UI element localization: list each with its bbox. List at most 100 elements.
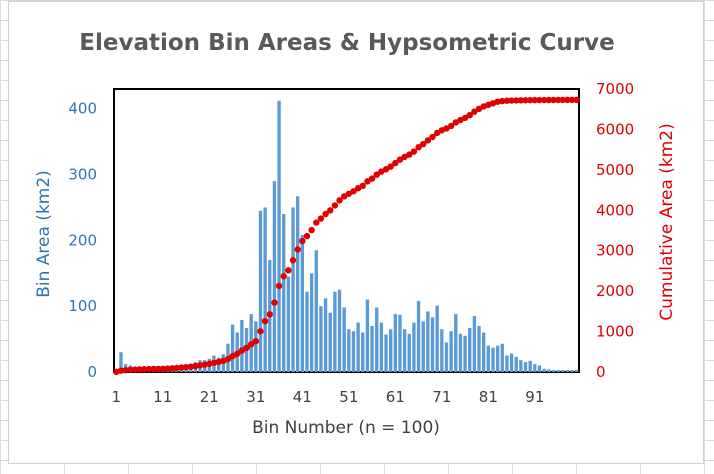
bin-area-bar bbox=[575, 370, 579, 372]
cumulative-point bbox=[187, 363, 194, 370]
bin-area-bar bbox=[300, 235, 304, 372]
cumulative-point bbox=[545, 96, 552, 104]
cumulative-point bbox=[280, 273, 287, 280]
cumulative-point bbox=[275, 282, 283, 290]
cumulative-point bbox=[173, 364, 180, 372]
cumulative-series bbox=[113, 96, 580, 376]
cumulative-point bbox=[154, 365, 162, 373]
cumulative-point bbox=[406, 151, 413, 158]
cumulative-point bbox=[350, 188, 357, 195]
x-tick-label: 21 bbox=[200, 388, 219, 406]
bin-area-bar bbox=[347, 329, 351, 372]
bin-area-bar bbox=[537, 365, 542, 372]
x-tick-label: 61 bbox=[386, 388, 405, 406]
cumulative-point bbox=[424, 137, 432, 144]
cumulative-point bbox=[382, 166, 390, 173]
cumulative-point bbox=[461, 114, 469, 122]
bin-area-bar bbox=[547, 369, 551, 372]
cumulative-point bbox=[285, 267, 292, 274]
bin-area-bar bbox=[430, 317, 435, 372]
cumulative-point bbox=[508, 97, 515, 104]
left-tick-label: 200 bbox=[68, 231, 97, 249]
right-tick-label: 3000 bbox=[596, 242, 634, 260]
cumulative-point bbox=[433, 129, 441, 137]
bin-area-bar bbox=[314, 250, 318, 372]
bin-area-bar bbox=[319, 306, 323, 372]
bin-area-bar bbox=[416, 300, 421, 372]
bin-area-bar bbox=[495, 345, 500, 372]
cumulative-point bbox=[178, 364, 185, 371]
cumulative-point bbox=[559, 96, 566, 104]
bin-area-bar bbox=[570, 370, 574, 372]
bin-area-bar bbox=[119, 352, 123, 372]
bin-area-bar bbox=[296, 196, 300, 372]
cumulative-point bbox=[266, 311, 273, 318]
bin-area-bar bbox=[463, 335, 467, 372]
cumulative-point bbox=[387, 163, 394, 170]
cumulative-point bbox=[313, 219, 320, 226]
cumulative-point bbox=[159, 365, 167, 372]
cumulative-point bbox=[503, 97, 511, 104]
cumulative-point bbox=[522, 97, 529, 104]
bin-area-bar bbox=[365, 299, 370, 372]
bin-area-bar bbox=[258, 210, 263, 372]
bin-area-bar bbox=[435, 305, 439, 372]
cumulative-point bbox=[294, 246, 301, 253]
cumulative-point bbox=[359, 182, 366, 190]
chart-area[interactable] bbox=[8, 1, 704, 464]
bin-area-bar bbox=[328, 312, 332, 372]
left-axis-ticks: 0 100 200 300 400 bbox=[68, 100, 97, 381]
cumulative-point bbox=[420, 140, 427, 148]
bin-area-bar bbox=[379, 322, 384, 372]
bin-area-bar bbox=[272, 181, 277, 372]
bin-area-bar bbox=[542, 368, 546, 372]
cumulative-point bbox=[317, 215, 325, 222]
cumulative-point bbox=[303, 232, 311, 240]
bin-area-bar bbox=[230, 324, 235, 372]
bin-area-bar bbox=[282, 214, 286, 372]
cumulative-point bbox=[494, 98, 501, 105]
x-tick-label: 1 bbox=[112, 388, 122, 406]
cumulative-point bbox=[182, 363, 190, 371]
cumulative-point bbox=[429, 133, 436, 141]
cumulative-point bbox=[517, 97, 525, 104]
cumulative-point bbox=[564, 96, 571, 104]
right-tick-label: 6000 bbox=[596, 120, 634, 138]
cumulative-point bbox=[327, 207, 334, 214]
left-tick-label: 0 bbox=[87, 363, 97, 381]
bin-area-bar bbox=[486, 345, 490, 372]
cumulative-point bbox=[550, 96, 557, 104]
bin-area-bar bbox=[393, 314, 397, 372]
right-axis-ticks: 0 1000 2000 3000 4000 5000 6000 7000 bbox=[596, 80, 634, 381]
cumulative-point bbox=[224, 355, 232, 363]
cumulative-point bbox=[540, 96, 548, 104]
bin-area-bar bbox=[402, 329, 407, 372]
right-tick-label: 0 bbox=[596, 363, 606, 381]
cumulative-point bbox=[536, 96, 543, 104]
cumulative-point bbox=[168, 365, 176, 372]
bin-area-bar bbox=[286, 276, 291, 372]
cumulative-point bbox=[368, 175, 376, 182]
cumulative-point bbox=[322, 210, 329, 218]
right-axis-label: Cumulative Area (km2) bbox=[657, 123, 677, 320]
cumulative-point bbox=[234, 350, 241, 357]
bin-area-bar bbox=[444, 342, 449, 372]
bin-area-bar bbox=[556, 370, 560, 372]
bin-area-bar bbox=[514, 356, 518, 372]
bin-area-bar bbox=[472, 316, 477, 372]
bin-area-bar bbox=[240, 320, 244, 372]
bin-area-bar bbox=[449, 331, 453, 372]
x-tick-label: 31 bbox=[246, 388, 265, 406]
bin-area-bar bbox=[440, 329, 444, 372]
cumulative-point bbox=[568, 96, 576, 104]
plot-area-border bbox=[113, 88, 580, 373]
bin-area-bar bbox=[468, 327, 472, 372]
cumulative-point bbox=[336, 197, 343, 204]
bin-area-bar bbox=[565, 370, 570, 372]
bin-area-bar bbox=[342, 307, 346, 372]
bin-area-bar bbox=[509, 353, 514, 372]
bin-area-bar bbox=[305, 291, 309, 372]
bin-area-bar bbox=[519, 360, 523, 372]
cumulative-point bbox=[554, 96, 562, 104]
